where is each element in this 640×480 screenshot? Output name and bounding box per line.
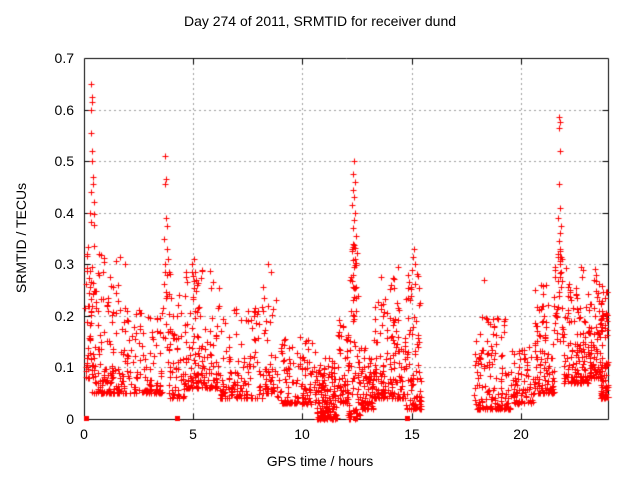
y-tick-label: 0.5 [54,153,74,169]
y-tick-label: 0.7 [54,50,74,66]
chart-title: Day 274 of 2011, SRMTID for receiver dun… [183,13,457,29]
y-tick-label: 0.2 [54,308,74,324]
x-tick-label: 10 [294,426,310,442]
x-tick-label: 15 [404,426,420,442]
x-tick-label: 20 [513,426,529,442]
x-axis-label: GPS time / hours [266,453,374,469]
y-tick-label: 0.3 [54,256,74,272]
y-tick-label: 0.6 [54,102,74,118]
y-tick-label: 0.4 [54,205,74,221]
y-axis-label: SRMTID / TECUs [13,182,29,294]
y-tick-label: 0 [66,411,74,427]
x-tick-label: 0 [80,426,88,442]
y-tick-label: 0.1 [54,359,74,375]
x-tick-label: 5 [189,426,197,442]
